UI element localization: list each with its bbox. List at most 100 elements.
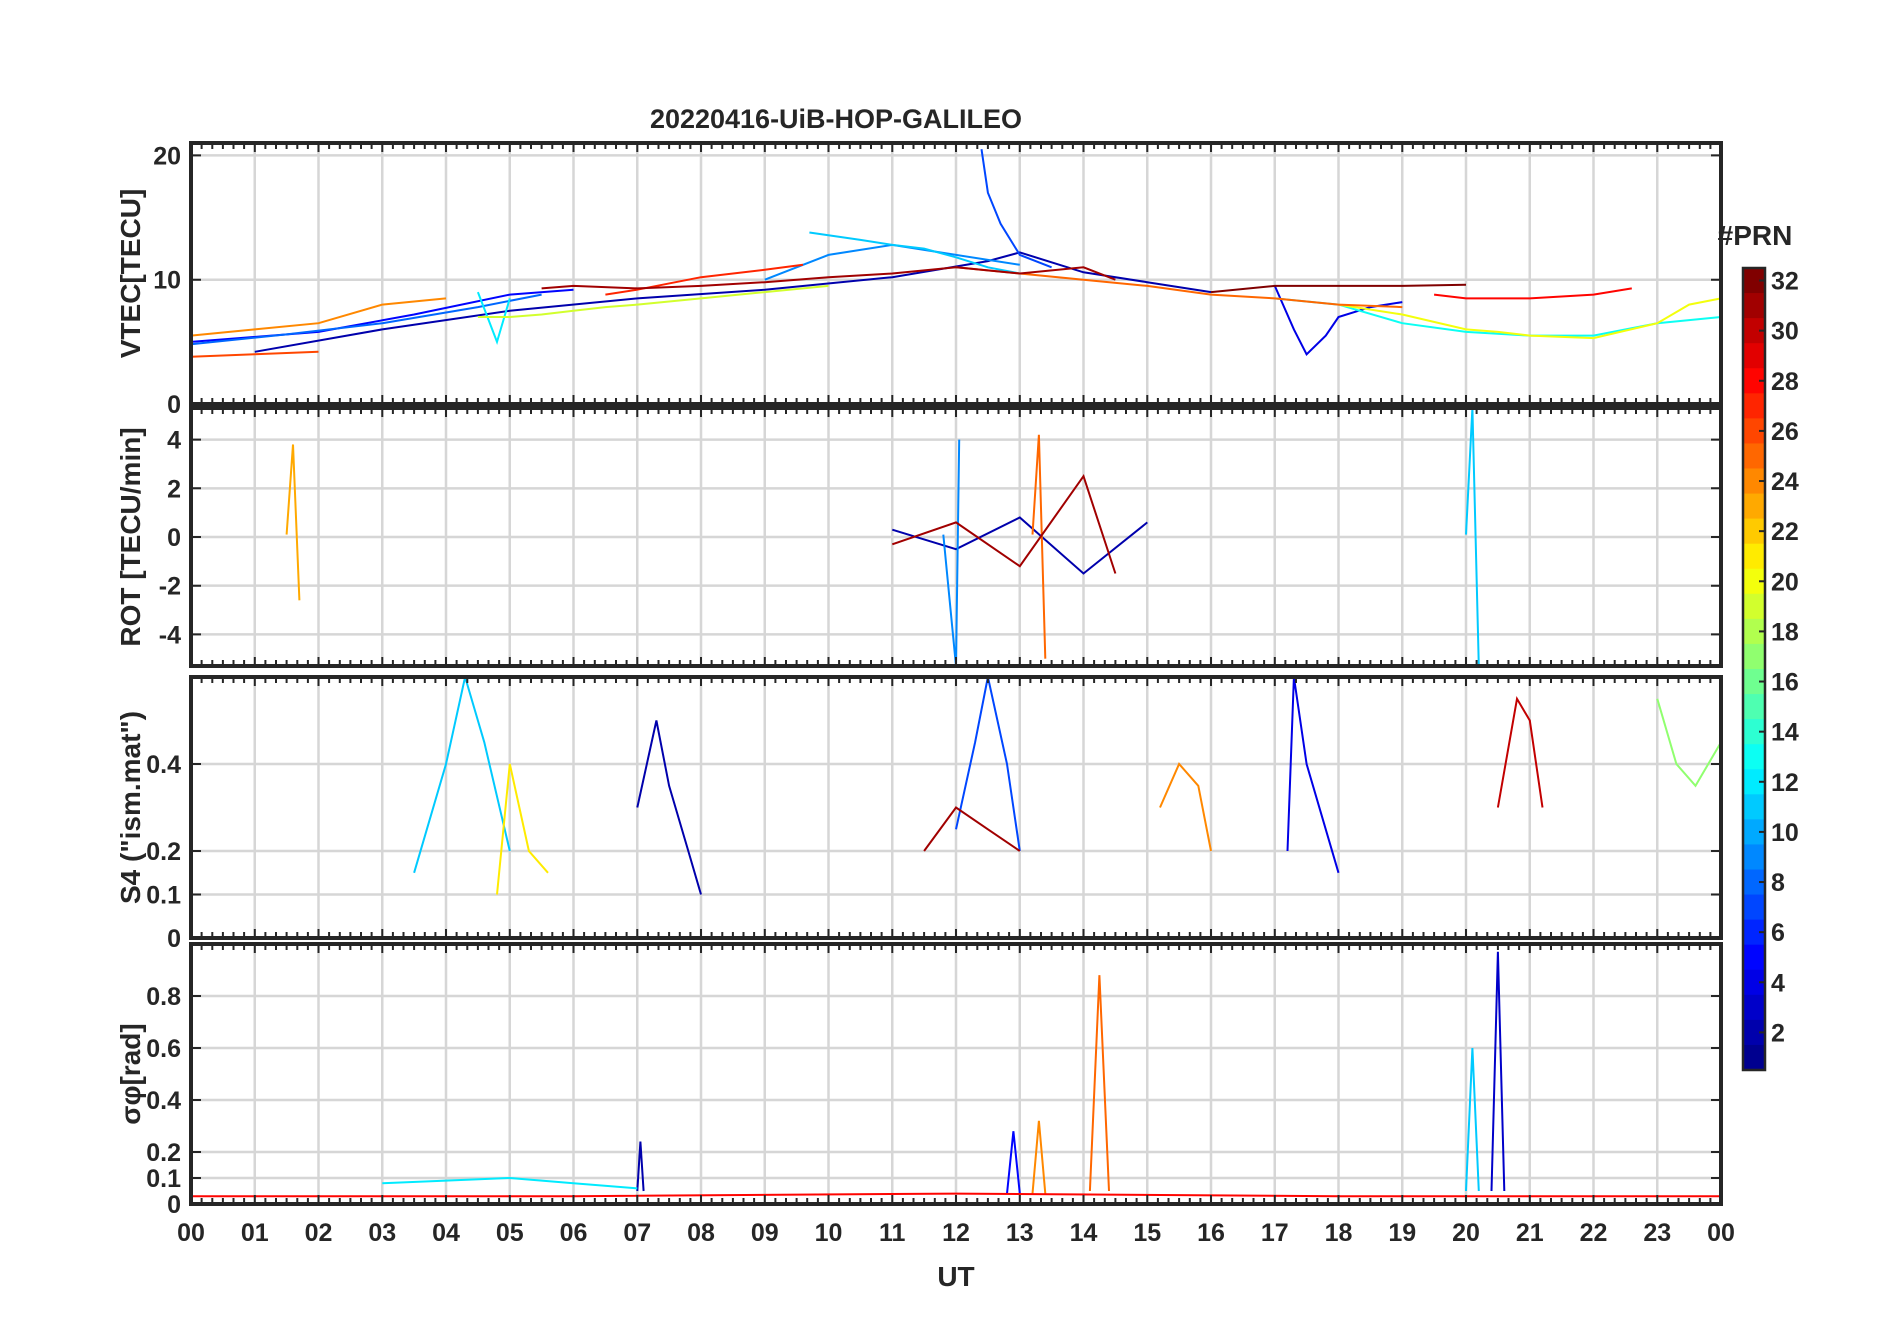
colorbar-band: [1743, 593, 1765, 620]
x-tick-labels: 00 01 02 03 04 05 06 07 08 09 10 11 12 13 14 15 16 17 18 19…: [177, 1219, 1735, 1247]
sigma-phi-panel: 00.10.2 0.4 0.6 0.8σφ[rad]: [115, 942, 1723, 1219]
colorbar-tick-label: 18: [1771, 618, 1799, 646]
colorbar-band: [1743, 643, 1765, 670]
colorbar-band: [1743, 468, 1765, 495]
colorbar-band: [1743, 919, 1765, 946]
y-axis-label: VTEC[TECU]: [115, 189, 146, 359]
axes-frame: [189, 675, 1723, 940]
colorbar-tick-label: 2: [1771, 1019, 1785, 1047]
x-tick-label: 11: [879, 1219, 906, 1247]
y-tick-label: -4: [159, 621, 181, 649]
x-tick-label: 14: [1070, 1219, 1098, 1247]
colorbar-tick-label: 30: [1771, 318, 1799, 346]
series-line-prn-4: [1273, 285, 1403, 356]
colorbar-band: [1743, 1044, 1765, 1071]
series-line-prn-12: [476, 291, 511, 346]
x-tick-label: 09: [751, 1219, 779, 1247]
series-line-prn-3: [1490, 951, 1506, 1192]
series-line-prn-8: [190, 293, 542, 346]
colorbar-band: [1743, 543, 1765, 570]
x-tick-label: 13: [1006, 1219, 1034, 1247]
x-axis-label: UT: [937, 1261, 974, 1292]
series-line-prn-2: [636, 1141, 645, 1192]
series-line-prn-30: [1496, 695, 1544, 808]
colorbar-tick-label: 28: [1771, 368, 1799, 396]
y-axis-label: ROT [TECU/min]: [115, 427, 146, 646]
series-line-prn-7: [980, 149, 1052, 269]
x-tick-label: 04: [432, 1219, 460, 1247]
y-tick-label: 0.1: [146, 1165, 181, 1193]
axes-frame: [189, 406, 1723, 668]
colorbar-band: [1743, 769, 1765, 795]
series-line-prn-20: [1338, 297, 1722, 340]
series-line-prn-12: [382, 1176, 638, 1190]
x-tick-label: 08: [687, 1219, 715, 1247]
y-tick-label: 0.2: [146, 1139, 181, 1167]
series-line-prn-21: [496, 763, 549, 895]
x-tick-label: 18: [1325, 1219, 1353, 1247]
colorbar-tick-label: 12: [1771, 769, 1799, 797]
series-line-prn-28: [1433, 287, 1632, 300]
series-line-prn-31: [541, 266, 1116, 290]
colorbar-band: [1743, 618, 1765, 645]
colorbar-band: [1743, 894, 1765, 921]
x-tick-label: 01: [241, 1219, 269, 1247]
x-tick-label: 15: [1133, 1219, 1161, 1247]
colorbar-tick-label: 24: [1771, 468, 1799, 496]
colorbar-frame: [1741, 266, 1767, 1072]
x-tick-label: 07: [623, 1219, 651, 1247]
colorbar-tick-label: 14: [1771, 719, 1799, 747]
y-tick-label: 0.1: [146, 882, 181, 910]
colorbar-band: [1743, 368, 1765, 394]
x-tick-label: 00: [1707, 1219, 1735, 1247]
colorbar-band: [1743, 944, 1765, 971]
colorbar-band: [1743, 794, 1765, 820]
colorbar-tick-label: 8: [1771, 869, 1785, 897]
colorbar-band: [1743, 293, 1765, 319]
colorbar-band: [1743, 1019, 1765, 1046]
colorbar-band: [1743, 393, 1765, 419]
x-tick-label: 02: [305, 1219, 333, 1247]
y-tick-label: 20: [153, 142, 181, 170]
axes-frame: [189, 141, 1723, 406]
series-line-prn-2: [636, 720, 702, 895]
series-line-prn-5: [1006, 1131, 1021, 1194]
y-tick-label: -2: [159, 573, 181, 601]
y-tick-label: 0.2: [146, 838, 181, 866]
y-tick-label: 0.8: [146, 983, 181, 1011]
colorbar-tick-label: 16: [1771, 669, 1799, 697]
y-tick-label: 0: [167, 524, 181, 552]
x-tick-label: 05: [496, 1219, 524, 1247]
series-line-prn-24: [1031, 1120, 1047, 1194]
colorbar-label: #PRN: [1718, 220, 1793, 251]
series-line-prn-25: [1088, 975, 1110, 1192]
colorbar-band: [1743, 844, 1765, 871]
y-tick-label: 0.4: [146, 751, 181, 779]
colorbar-band: [1743, 443, 1765, 470]
colorbar-band: [1743, 518, 1765, 545]
x-tick-label: 12: [942, 1219, 970, 1247]
colorbar-band: [1743, 819, 1765, 846]
colorbar-band: [1743, 418, 1765, 445]
series-line-prn-32: [1210, 283, 1467, 294]
y-tick-label: 10: [153, 267, 181, 295]
x-tick-label: 23: [1643, 1219, 1671, 1247]
series-line-prn-31: [923, 806, 1021, 852]
x-tick-label: 00: [177, 1219, 205, 1247]
y-tick-label: 0: [167, 391, 181, 419]
y-ticks: [191, 438, 1721, 636]
series-line-prn-11: [809, 231, 1020, 275]
series-line-prn-19: [477, 284, 829, 318]
colorbar-band: [1743, 568, 1765, 595]
x-tick-label: 17: [1261, 1219, 1289, 1247]
series-line-prn-26: [190, 350, 319, 358]
rot-panel: -4 -2 0 2 4 ROT [TECU/min]: [115, 406, 1723, 668]
colorbar-tick-label: 26: [1771, 418, 1799, 446]
colorbar-band: [1743, 744, 1765, 770]
x-tick-label: 20: [1452, 1219, 1480, 1247]
series-line-prn-2: [892, 516, 1148, 575]
